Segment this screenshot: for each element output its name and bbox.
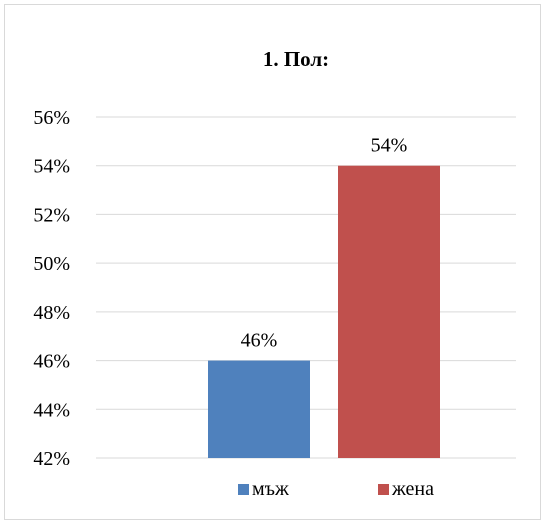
y-tick-label: 44% xyxy=(33,399,70,421)
y-tick-label: 52% xyxy=(33,204,70,226)
y-tick-label: 46% xyxy=(33,351,70,373)
legend-label: мъж xyxy=(252,478,289,500)
y-tick-label: 48% xyxy=(33,302,70,324)
data-labels: 46% 54% xyxy=(241,135,408,352)
bars xyxy=(208,165,440,458)
legend-label: жена xyxy=(391,478,434,500)
chart-title: 1. Пол: xyxy=(263,47,329,71)
y-tick-label: 54% xyxy=(33,156,70,178)
legend-swatch xyxy=(378,484,389,495)
y-tick-label: 56% xyxy=(33,107,70,129)
bar-male xyxy=(208,360,310,458)
y-tick-label: 50% xyxy=(33,253,70,275)
y-axis: 56% 54% 52% 50% 48% 46% 44% 42% xyxy=(33,107,70,470)
data-label: 54% xyxy=(371,135,408,157)
y-tick-label: 42% xyxy=(33,448,70,470)
bar-female xyxy=(338,165,440,458)
data-label: 46% xyxy=(241,330,278,352)
legend-swatch xyxy=(238,484,249,495)
legend: мъж жена xyxy=(238,478,434,500)
